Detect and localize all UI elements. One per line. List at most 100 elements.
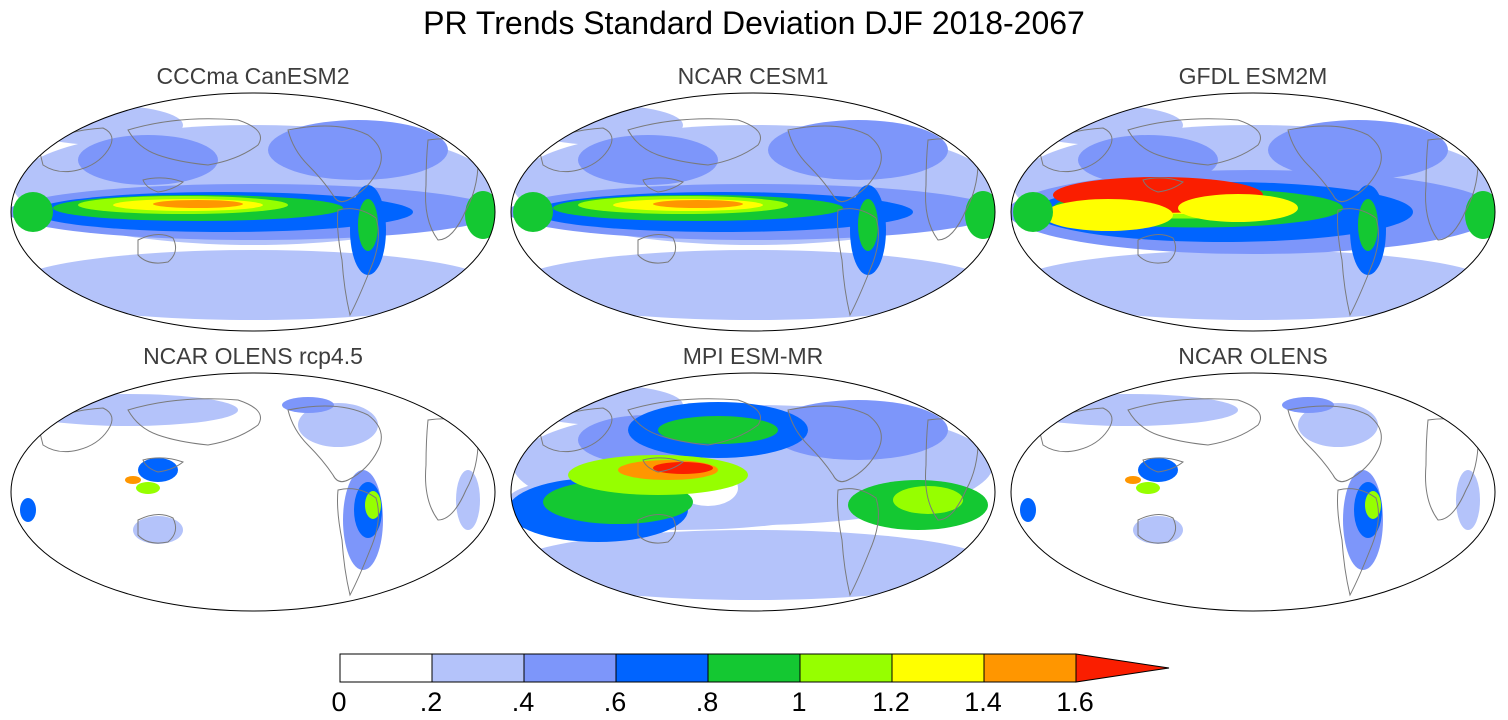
colorbar-tick-label: 1.4 [964, 687, 1002, 717]
coastline [1287, 125, 1382, 203]
map-border [1010, 372, 1496, 612]
precip-contour [1365, 491, 1381, 519]
coastline [142, 177, 185, 193]
map [1010, 92, 1496, 332]
map-panel-gfdl-esm2m: GFDL ESM2M [1008, 62, 1498, 337]
colorbar-segment [799, 653, 893, 683]
coastline [37, 127, 113, 173]
colorbar-tick-label: .2 [419, 687, 443, 717]
precip-contour [653, 200, 743, 208]
colorbar [339, 653, 1170, 683]
coastline [137, 514, 177, 544]
panel-title: CCCma CanESM2 [156, 63, 350, 89]
panel-title: GFDL ESM2M [1178, 63, 1328, 89]
precip-contour [365, 491, 381, 519]
coastline [642, 177, 685, 193]
coastline [337, 208, 379, 317]
coastline [287, 125, 382, 203]
colorbar-segment [891, 653, 985, 683]
precip-contour [125, 476, 141, 484]
coastline [1127, 398, 1261, 446]
precip-contour [1298, 403, 1378, 447]
coastline [127, 118, 261, 166]
precip-contour [1013, 250, 1493, 320]
map-panel-ncar-olens-rcp45: NCAR OLENS rcp4.5 [8, 342, 498, 617]
coastline [1142, 177, 1185, 193]
coastline [1337, 208, 1379, 317]
precip-contour [965, 191, 995, 239]
map-field [11, 93, 495, 331]
precip-contour [1043, 199, 1173, 231]
map-border [510, 372, 996, 612]
map [1010, 372, 1496, 612]
coastline [537, 407, 613, 453]
colorbar-segment [431, 653, 525, 683]
colorbar-tick-label: 0 [331, 687, 347, 717]
coastline [1037, 127, 1113, 173]
colorbar-tick-label: .6 [603, 687, 627, 717]
precip-contour [858, 199, 878, 251]
precip-contour [513, 250, 993, 320]
map-field [511, 373, 995, 611]
precip-contour [133, 516, 183, 544]
precip-contour [1282, 397, 1334, 413]
coastline [127, 398, 261, 446]
map [510, 92, 996, 332]
precip-contour [578, 135, 718, 185]
map-panel-ncar-cesm1: NCAR CESM1 [508, 62, 998, 337]
precip-contour [653, 462, 713, 474]
coastline [1037, 407, 1113, 453]
precip-contour [20, 498, 36, 522]
coastline [537, 127, 613, 173]
map-field [11, 373, 495, 611]
colorbar-segment [339, 653, 433, 683]
colorbar-segment [707, 653, 801, 683]
precip-contour [298, 403, 378, 447]
precip-contour [1465, 191, 1495, 239]
coastline [627, 118, 761, 166]
precip-contour [1133, 516, 1183, 544]
coastline [1142, 457, 1185, 473]
coastline [337, 488, 379, 597]
colorbar-arrow [1075, 653, 1170, 683]
coastline [1137, 514, 1177, 544]
colorbar-tick-label: .8 [695, 687, 719, 717]
coastline [637, 234, 677, 264]
precip-contour [465, 191, 495, 239]
coastline [1137, 234, 1177, 264]
precip-contour [1125, 476, 1141, 484]
precip-contour [268, 120, 448, 180]
precip-contour [138, 458, 178, 482]
precip-contour [513, 530, 993, 600]
colorbar-tick-label: .4 [511, 687, 535, 717]
map-field [1011, 93, 1495, 331]
precip-contour [1358, 199, 1378, 251]
precip-contour [1136, 482, 1160, 494]
precip-contour [136, 482, 160, 494]
coastline [787, 125, 882, 203]
precip-contour [13, 192, 53, 232]
precip-contour [1456, 470, 1480, 530]
map-panel-mpi-esm-mr: MPI ESM-MR [508, 342, 998, 617]
panel-title: NCAR CESM1 [677, 63, 829, 89]
coastline [637, 514, 677, 544]
colorbar-tick-label: 1 [791, 687, 807, 717]
colorbar-segment [983, 653, 1077, 683]
coastline [287, 405, 382, 483]
precip-contour [1020, 498, 1036, 522]
map-field [1011, 373, 1495, 611]
coastline [837, 208, 879, 317]
precip-contour [513, 192, 553, 232]
coastline [1337, 488, 1379, 597]
coastline [1127, 118, 1261, 166]
map-panel-ncar-olens: NCAR OLENS [1008, 342, 1498, 617]
coastline [627, 398, 761, 446]
precip-contour [456, 470, 480, 530]
precip-contour [1138, 458, 1178, 482]
map [10, 92, 496, 332]
map-border [1010, 92, 1496, 332]
main-title: PR Trends Standard Deviation DJF 2018-20… [423, 5, 1085, 41]
coastline [137, 234, 177, 264]
precip-contour [282, 397, 334, 413]
precip-contour [358, 199, 378, 251]
